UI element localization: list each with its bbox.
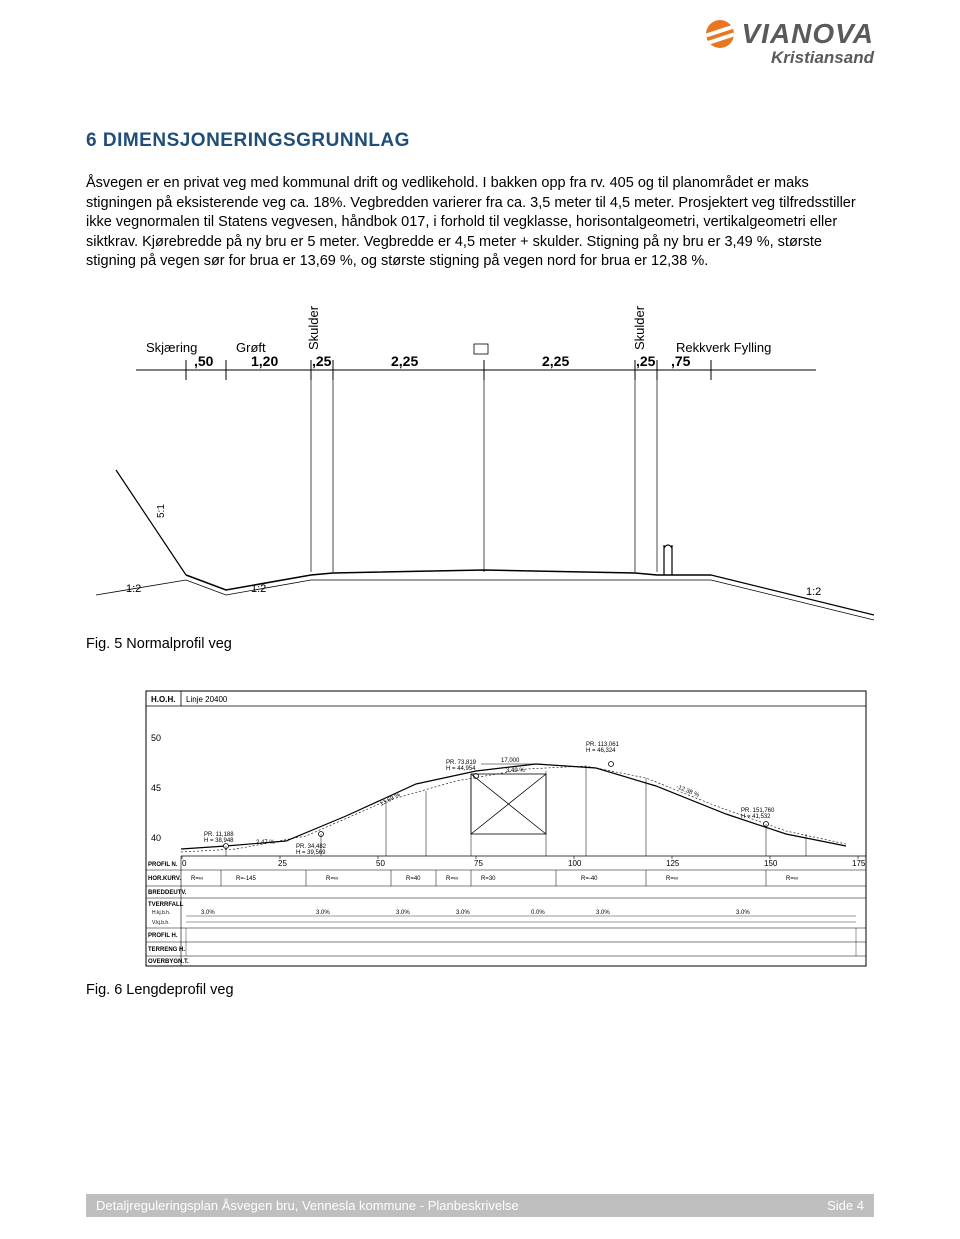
pr1-h: H = 39,569: [296, 850, 326, 856]
svg-text:R=∞: R=∞: [326, 876, 338, 882]
slope-0: 1:2: [126, 583, 141, 595]
lengdeprofil-svg: H.O.H. Linje 20400 50 45 40: [86, 686, 874, 976]
svg-text:TERRENG H.: TERRENG H.: [148, 947, 185, 953]
side-label: 5:1: [156, 503, 167, 517]
svg-text:0.0%: 0.0%: [531, 910, 545, 916]
slope0: 2.47 %: [256, 840, 275, 846]
pr4-h: H = 41,532: [741, 814, 771, 820]
label-skulder-l: Skulder: [306, 305, 321, 350]
slope-2: 1:2: [806, 586, 821, 598]
svg-text:3.0%: 3.0%: [201, 910, 215, 916]
svg-text:3.0%: 3.0%: [456, 910, 470, 916]
hoh-label: H.O.H.: [151, 695, 175, 704]
figure-6: H.O.H. Linje 20400 50 45 40: [86, 686, 874, 998]
svg-text:25: 25: [278, 859, 287, 868]
slope1: 13.69 %: [379, 792, 402, 808]
y-tick-2: 40: [151, 833, 161, 843]
slope-1: 1:2: [251, 583, 266, 595]
svg-text:R=∞: R=∞: [666, 876, 678, 882]
brand-header: VIANOVA Kristiansand: [706, 18, 875, 68]
svg-text:125: 125: [666, 859, 680, 868]
svg-text:TVERRFALL: TVERRFALL: [148, 902, 184, 908]
svg-text:R=-40: R=-40: [581, 876, 598, 882]
slope3: -12.38 %: [675, 784, 700, 799]
normalprofil-svg: Skjæring Grøft Skulder Skulder Rekkverk …: [86, 300, 874, 630]
svg-text:H.kj.b.h.: H.kj.b.h.: [152, 910, 170, 916]
pr3-h: H = 46,324: [586, 748, 616, 754]
logo-row: VIANOVA: [706, 18, 875, 50]
svg-text:PROFIL H.: PROFIL H.: [148, 933, 178, 939]
svg-text:75: 75: [474, 859, 483, 868]
figure-5: Skjæring Grøft Skulder Skulder Rekkverk …: [86, 300, 874, 652]
svg-text:3.0%: 3.0%: [596, 910, 610, 916]
pr2-h: H = 44,954: [446, 766, 476, 772]
svg-text:R=∞: R=∞: [446, 876, 458, 882]
dim-2: ,25: [312, 353, 332, 369]
body-paragraph: Åsvegen er en privat veg med kommunal dr…: [86, 174, 874, 272]
slope2: 3.49 %: [506, 768, 525, 774]
pr0-h: H = 38,948: [204, 838, 234, 844]
y-tick-1: 45: [151, 783, 161, 793]
figure-6-caption: Fig. 6 Lengdeprofil veg: [86, 982, 874, 998]
dim-4: 2,25: [542, 353, 569, 369]
svg-text:0: 0: [182, 859, 187, 868]
page-content: 6 DIMENSJONERINGSGRUNNLAG Åsvegen er en …: [86, 130, 874, 998]
brand-subtitle: Kristiansand: [706, 48, 875, 68]
label-skjaering: Skjæring: [146, 340, 197, 355]
footer-left: Detaljreguleringsplan Åsvegen bru, Venne…: [96, 1198, 519, 1213]
footer-right: Side 4: [827, 1198, 864, 1213]
linje-label: Linje 20400: [186, 695, 228, 704]
svg-text:BREDDEUTV.: BREDDEUTV.: [148, 890, 187, 896]
svg-text:3.0%: 3.0%: [736, 910, 750, 916]
logo-icon: [706, 20, 734, 48]
section-heading: 6 DIMENSJONERINGSGRUNNLAG: [86, 130, 874, 152]
svg-text:R=∞: R=∞: [191, 876, 203, 882]
dim-3: 2,25: [391, 353, 418, 369]
dim-5: ,25: [636, 353, 656, 369]
figure-5-caption: Fig. 5 Normalprofil veg: [86, 636, 874, 652]
page-footer: Detaljreguleringsplan Åsvegen bru, Venne…: [86, 1194, 874, 1217]
dim-0: ,50: [194, 353, 214, 369]
svg-text:HOR.KURV.: HOR.KURV.: [148, 876, 181, 882]
dim-1: 1,20: [251, 353, 278, 369]
dim-6: ,75: [671, 353, 691, 369]
svg-text:OVERBYGN.T.: OVERBYGN.T.: [148, 959, 189, 965]
svg-text:3.0%: 3.0%: [396, 910, 410, 916]
svg-text:R=∞: R=∞: [786, 876, 798, 882]
svg-text:3.0%: 3.0%: [316, 910, 330, 916]
svg-text:R=40: R=40: [406, 876, 421, 882]
svg-text:50: 50: [376, 859, 385, 868]
span-label: 17,000: [501, 758, 520, 764]
svg-text:100: 100: [568, 859, 582, 868]
svg-text:150: 150: [764, 859, 778, 868]
svg-text:V.kj.b.h.: V.kj.b.h.: [152, 920, 170, 926]
svg-text:R=-145: R=-145: [236, 876, 257, 882]
label-skulder-r: Skulder: [632, 305, 647, 350]
svg-text:PROFIL N.: PROFIL N.: [148, 862, 178, 868]
y-tick-0: 50: [151, 733, 161, 743]
svg-text:175: 175: [852, 859, 866, 868]
center-marker-icon: [474, 344, 488, 354]
svg-text:R=30: R=30: [481, 876, 496, 882]
brand-name: VIANOVA: [742, 18, 875, 50]
